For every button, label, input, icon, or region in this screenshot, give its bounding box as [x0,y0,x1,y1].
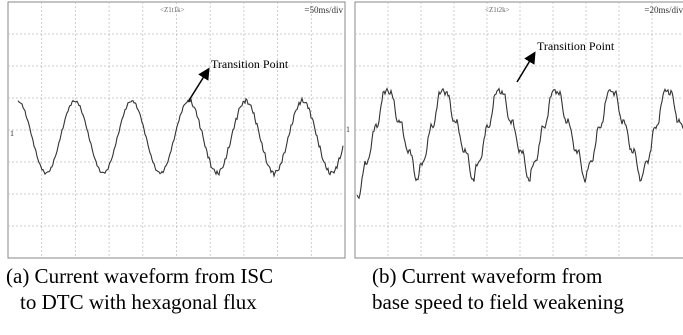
timebase: =50ms/div [304,5,343,15]
caption-line: to DTC with hexagonal flux [6,289,273,315]
channel-marker: 1 [346,125,350,134]
panel-a: <Z1t1k> =50ms/div 1 Transition Point [8,2,345,258]
scope-label: <Z1t1k> [160,6,185,14]
channel-marker: 1 [10,129,14,138]
annotation: Transition Point [537,39,615,53]
caption-a: (a) Current waveform from ISC to DTC wit… [6,263,273,315]
annotation: Transition Point [211,57,289,71]
panel-b: <Z1t2k> =20ms/div 1 Transition Point [346,2,683,258]
caption-line: (b) Current waveform from [372,263,624,289]
scope-label: <Z1t2k> [485,6,510,14]
caption-line: base speed to field weakening [372,289,624,315]
timebase: =20ms/div [644,5,683,15]
caption-b: (b) Current waveform from base speed to … [372,263,624,315]
page: <Z1t1k> =50ms/div 1 Transition Point <Z1… [0,0,683,335]
caption-line: (a) Current waveform from ISC [6,263,273,289]
figure-panels: <Z1t1k> =50ms/div 1 Transition Point <Z1… [0,0,683,262]
